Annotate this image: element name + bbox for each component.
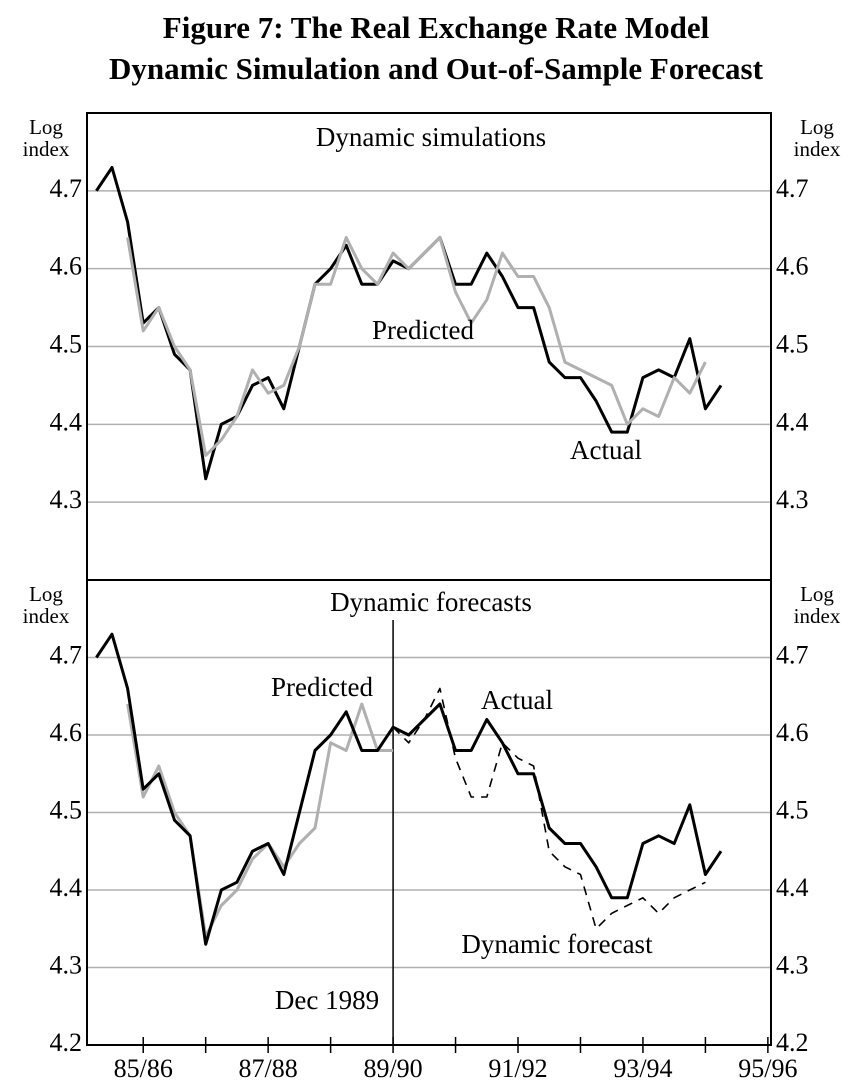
y-tick-label: 4.3	[50, 485, 83, 514]
series-label: Predicted	[271, 672, 373, 702]
figure-title: Figure 7: The Real Exchange Rate Model	[163, 10, 710, 45]
y2-tick-label: 4.2	[776, 1028, 809, 1057]
y2-axis-label: Log	[800, 582, 834, 606]
panel-frame	[86, 579, 772, 1046]
y2-tick-label: 4.7	[776, 174, 809, 203]
y2-tick-label: 4.7	[776, 640, 809, 669]
y2-tick-label: 4.6	[776, 252, 809, 281]
y-tick-label: 4.5	[50, 795, 83, 824]
y-tick-label: 4.7	[50, 640, 83, 669]
series-line	[392, 687, 706, 930]
y-tick-label: 4.4	[50, 407, 83, 436]
y-axis-label: index	[23, 137, 70, 161]
y2-tick-label: 4.5	[776, 329, 809, 358]
x-tick-label: 95/96	[738, 1054, 797, 1083]
y-axis-label: Log	[29, 582, 63, 606]
y2-tick-label: 4.3	[776, 485, 809, 514]
y2-axis-label: index	[794, 137, 841, 161]
x-tick-label: 87/88	[239, 1054, 298, 1083]
y2-tick-label: 4.6	[776, 718, 809, 747]
series-line	[95, 632, 723, 946]
y-axis-label: Log	[29, 115, 63, 139]
x-tick-label: 91/92	[488, 1054, 547, 1083]
series-label: Dynamic forecast	[461, 929, 653, 959]
figure-title: Dynamic Simulation and Out-of-Sample For…	[109, 51, 764, 86]
series-label: Predicted	[372, 315, 474, 345]
y2-tick-label: 4.3	[776, 950, 809, 979]
y-tick-label: 4.6	[50, 252, 83, 281]
series-label: Actual	[481, 685, 553, 715]
y-tick-label: 4.5	[50, 329, 83, 358]
y2-tick-label: 4.5	[776, 795, 809, 824]
y-tick-label: 4.3	[50, 950, 83, 979]
y2-tick-label: 4.4	[776, 873, 809, 902]
y2-axis-label: index	[794, 604, 841, 628]
y2-tick-label: 4.4	[776, 407, 809, 436]
y-tick-label: 4.6	[50, 718, 83, 747]
series-label: Actual	[570, 435, 642, 465]
x-tick-label: 93/94	[613, 1054, 672, 1083]
series-line	[126, 236, 707, 457]
x-tick-label: 85/86	[114, 1054, 173, 1083]
y-tick-label: 4.2	[50, 1028, 83, 1057]
y-tick-label: 4.4	[50, 873, 83, 902]
x-tick-label: 89/90	[363, 1054, 422, 1083]
y-tick-label: 4.7	[50, 174, 83, 203]
y-axis-label: index	[23, 604, 70, 628]
y2-axis-label: Log	[800, 115, 834, 139]
panel-title: Dynamic forecasts	[330, 587, 532, 617]
series-line	[126, 702, 394, 938]
reference-label: Dec 1989	[275, 985, 379, 1015]
panel-title: Dynamic simulations	[316, 122, 546, 152]
